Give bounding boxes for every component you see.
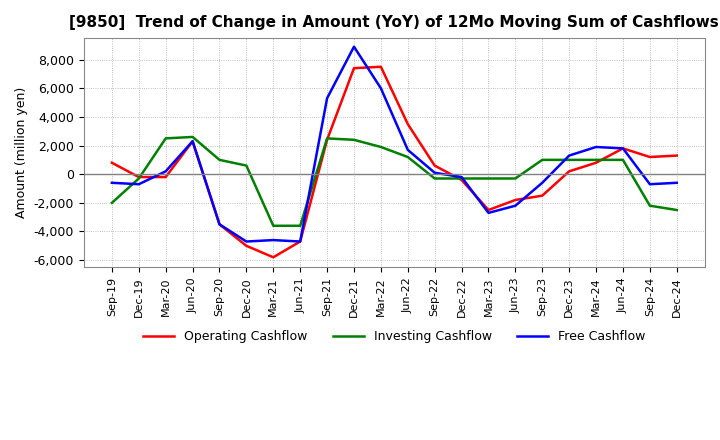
Free Cashflow	[296, 239, 305, 244]
Investing Cashflow	[431, 176, 439, 181]
Free Cashflow	[672, 180, 681, 185]
Investing Cashflow	[323, 136, 331, 141]
Line: Operating Cashflow: Operating Cashflow	[112, 67, 677, 257]
Investing Cashflow	[618, 157, 627, 162]
Operating Cashflow	[431, 163, 439, 168]
Free Cashflow	[565, 153, 574, 158]
Investing Cashflow	[592, 157, 600, 162]
Investing Cashflow	[242, 163, 251, 168]
Operating Cashflow	[565, 169, 574, 174]
Free Cashflow	[538, 180, 546, 185]
Investing Cashflow	[215, 157, 224, 162]
Free Cashflow	[592, 144, 600, 150]
Operating Cashflow	[188, 139, 197, 144]
Free Cashflow	[618, 146, 627, 151]
Investing Cashflow	[269, 223, 278, 228]
Operating Cashflow	[350, 66, 359, 71]
Operating Cashflow	[323, 137, 331, 143]
Free Cashflow	[511, 203, 520, 209]
Operating Cashflow	[646, 154, 654, 160]
Operating Cashflow	[484, 207, 492, 213]
Free Cashflow	[269, 238, 278, 243]
Legend: Operating Cashflow, Investing Cashflow, Free Cashflow: Operating Cashflow, Investing Cashflow, …	[138, 325, 651, 348]
Operating Cashflow	[592, 160, 600, 165]
Free Cashflow	[403, 147, 412, 153]
Operating Cashflow	[618, 146, 627, 151]
Line: Investing Cashflow: Investing Cashflow	[112, 137, 677, 226]
Free Cashflow	[377, 86, 385, 91]
Investing Cashflow	[672, 207, 681, 213]
Investing Cashflow	[135, 176, 143, 181]
Investing Cashflow	[403, 154, 412, 160]
Free Cashflow	[646, 182, 654, 187]
Investing Cashflow	[377, 144, 385, 150]
Investing Cashflow	[457, 176, 466, 181]
Operating Cashflow	[269, 255, 278, 260]
Free Cashflow	[161, 169, 170, 174]
Investing Cashflow	[538, 157, 546, 162]
Operating Cashflow	[161, 174, 170, 180]
Operating Cashflow	[538, 193, 546, 198]
Investing Cashflow	[296, 223, 305, 228]
Free Cashflow	[215, 222, 224, 227]
Free Cashflow	[431, 170, 439, 176]
Free Cashflow	[107, 180, 116, 185]
Operating Cashflow	[242, 243, 251, 249]
Y-axis label: Amount (million yen): Amount (million yen)	[15, 87, 28, 218]
Investing Cashflow	[188, 134, 197, 139]
Investing Cashflow	[565, 157, 574, 162]
Free Cashflow	[242, 239, 251, 244]
Operating Cashflow	[403, 121, 412, 127]
Operating Cashflow	[296, 239, 305, 244]
Investing Cashflow	[350, 137, 359, 143]
Operating Cashflow	[215, 222, 224, 227]
Operating Cashflow	[672, 153, 681, 158]
Operating Cashflow	[135, 174, 143, 180]
Free Cashflow	[350, 44, 359, 49]
Operating Cashflow	[511, 198, 520, 203]
Free Cashflow	[484, 210, 492, 216]
Operating Cashflow	[107, 160, 116, 165]
Title: [9850]  Trend of Change in Amount (YoY) of 12Mo Moving Sum of Cashflows: [9850] Trend of Change in Amount (YoY) o…	[69, 15, 719, 30]
Free Cashflow	[323, 95, 331, 101]
Investing Cashflow	[484, 176, 492, 181]
Operating Cashflow	[457, 177, 466, 183]
Free Cashflow	[188, 139, 197, 144]
Operating Cashflow	[377, 64, 385, 70]
Investing Cashflow	[107, 200, 116, 205]
Line: Free Cashflow: Free Cashflow	[112, 47, 677, 242]
Free Cashflow	[457, 174, 466, 180]
Investing Cashflow	[161, 136, 170, 141]
Free Cashflow	[135, 182, 143, 187]
Investing Cashflow	[511, 176, 520, 181]
Investing Cashflow	[646, 203, 654, 209]
